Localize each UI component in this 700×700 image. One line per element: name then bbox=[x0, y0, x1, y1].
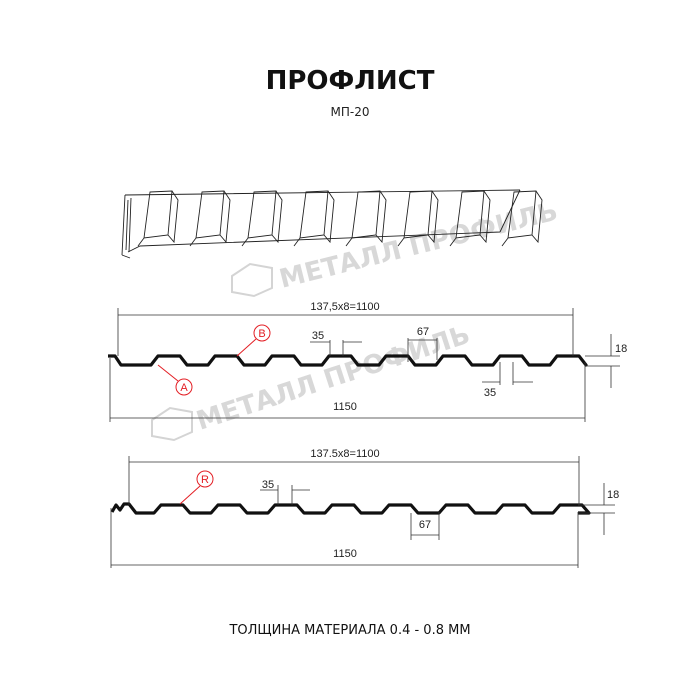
sheet-rib bbox=[125, 197, 132, 253]
pitch-label: 137.5x8=1100 bbox=[310, 448, 379, 460]
profile-line bbox=[108, 354, 588, 367]
width-label: 1150 bbox=[333, 401, 357, 413]
marker-b-label: B bbox=[258, 328, 265, 340]
watermark-logo-icon bbox=[231, 262, 273, 298]
pitch-label: 137,5x8=1100 bbox=[310, 301, 379, 313]
sheet-rib bbox=[501, 190, 543, 247]
sheet-rib bbox=[449, 190, 491, 247]
width-label: 1150 bbox=[333, 548, 357, 560]
sheet-rib bbox=[293, 190, 335, 247]
page-title: ПРОФЛИСТ bbox=[266, 66, 435, 96]
sheet-rib bbox=[121, 189, 521, 259]
rib-span-label: 67 bbox=[417, 326, 429, 338]
marker-a bbox=[175, 378, 193, 396]
marker-r-label: R bbox=[201, 474, 209, 486]
height-label: 18 bbox=[607, 489, 619, 501]
rib-span-label: 67 bbox=[419, 519, 431, 531]
marker-r bbox=[196, 470, 214, 488]
marker-b bbox=[253, 324, 271, 342]
sheet-3d-view bbox=[121, 189, 543, 259]
sheet-rib bbox=[189, 190, 231, 247]
sheet-rib bbox=[345, 190, 387, 247]
profile-line bbox=[110, 502, 591, 515]
marker-a-label: A bbox=[180, 382, 188, 394]
rib-top-label: 35 bbox=[312, 330, 324, 342]
sheet-rib bbox=[137, 190, 179, 247]
material-thickness-note: ТОЛЩИНА МАТЕРИАЛА 0.4 - 0.8 ММ bbox=[228, 623, 470, 638]
watermark-logo-icon bbox=[151, 406, 193, 442]
watermark-text: МЕТАЛЛ ПРОФИЛЬ bbox=[276, 197, 560, 295]
profile-top-drawing: 137,5x8=1100 1150 35 67 35 18 B A bbox=[108, 301, 627, 422]
watermark-text: МЕТАЛЛ ПРОФИЛЬ bbox=[193, 320, 474, 437]
rib-top-label: 35 bbox=[262, 479, 274, 491]
sheet-rib bbox=[127, 189, 521, 253]
rib-bottom-label: 35 bbox=[484, 387, 496, 399]
profile-bottom-drawing: 137.5x8=1100 1150 35 67 18 R bbox=[110, 448, 619, 568]
sheet-rib bbox=[241, 190, 283, 247]
page-subtitle: МП-20 bbox=[331, 105, 370, 119]
height-label: 18 bbox=[615, 343, 627, 355]
